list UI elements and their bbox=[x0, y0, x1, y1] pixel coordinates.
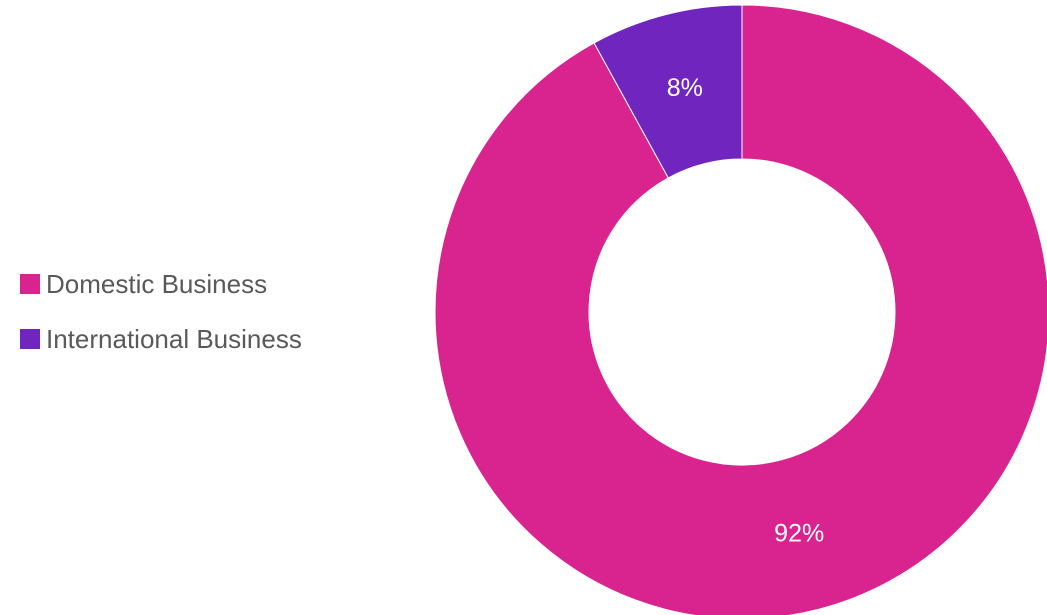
data-label-international-business: 8% bbox=[667, 74, 703, 102]
legend-label-international-business: International Business bbox=[46, 323, 302, 354]
legend-swatch-domestic-business bbox=[20, 274, 40, 294]
legend-item-domestic-business: Domestic Business bbox=[20, 264, 302, 304]
legend-item-international-business: International Business bbox=[20, 319, 302, 359]
data-label-domestic-business: 92% bbox=[774, 519, 824, 547]
donut-slice-international-business bbox=[593, 4, 743, 179]
chart-legend: Domestic Business International Business bbox=[20, 264, 302, 374]
legend-label-domestic-business: Domestic Business bbox=[46, 268, 268, 299]
legend-swatch-international-business bbox=[20, 329, 40, 349]
donut-slice-domestic-business bbox=[434, 4, 1047, 615]
